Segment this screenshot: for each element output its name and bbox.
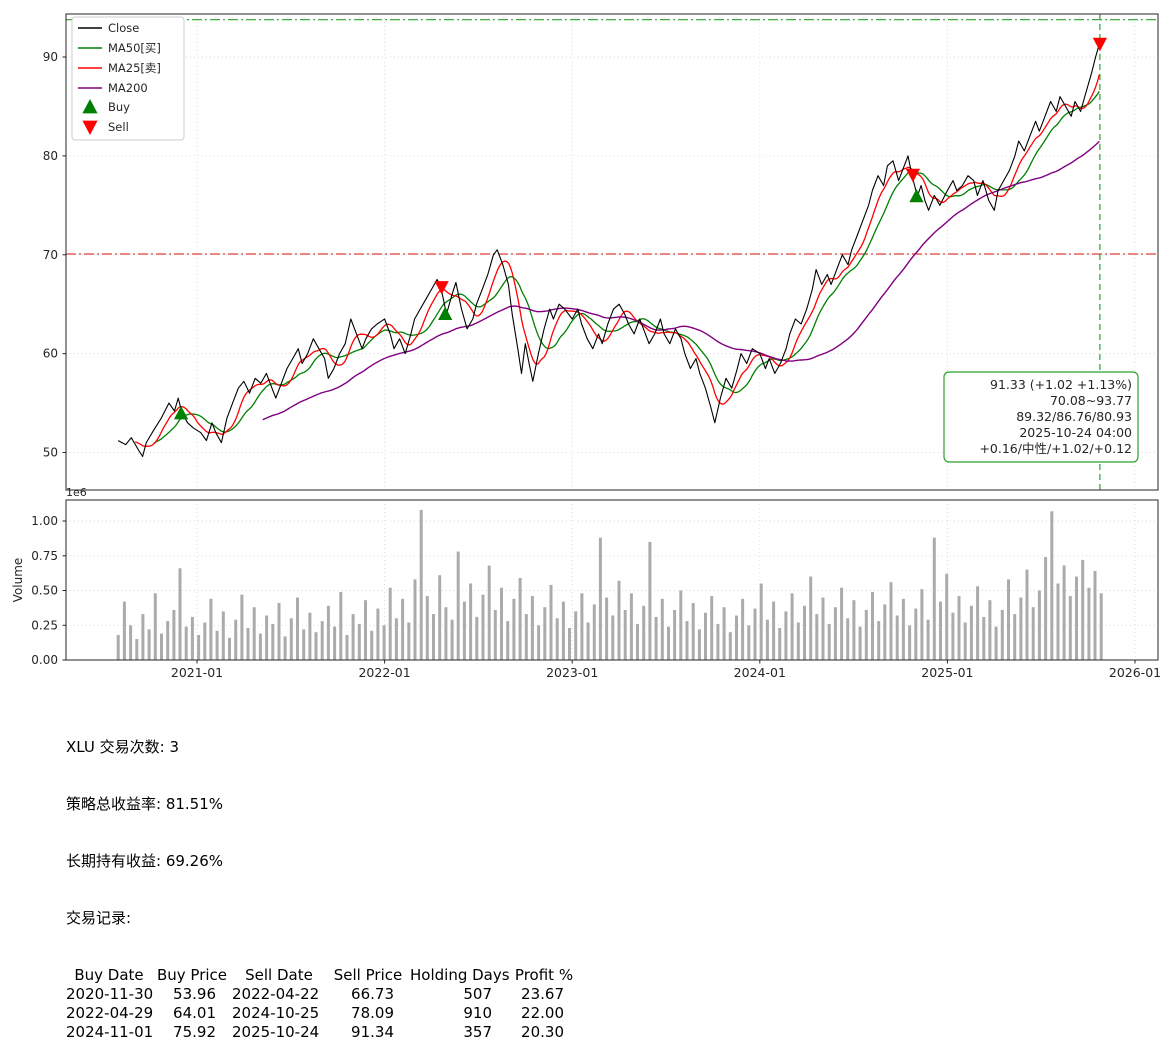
svg-text:80: 80 xyxy=(43,149,58,163)
trade-cell: 2022-04-22 xyxy=(232,985,320,1003)
trade-col-header: Buy Date xyxy=(74,966,144,984)
stats-line-trade-count: XLU 交易次数: 3 xyxy=(66,738,179,756)
volume-plot-border xyxy=(65,499,1159,661)
svg-text:MA50[买]: MA50[买] xyxy=(108,41,161,55)
trade-col-header: Profit % xyxy=(514,966,574,984)
trade-cell: 2022-04-29 xyxy=(66,1004,154,1022)
trades-table: Buy Date Buy Price Sell Date Sell Price Hold… xyxy=(66,966,580,1042)
svg-text:2025-10-24 04:00: 2025-10-24 04:00 xyxy=(1019,425,1132,440)
trade-cell: 2024-10-25 xyxy=(232,1004,320,1022)
svg-text:Sell: Sell xyxy=(108,120,129,134)
buy-marker xyxy=(909,188,924,203)
trade-cell: 22.00 xyxy=(521,1004,564,1022)
svg-text:0.00: 0.00 xyxy=(31,653,58,667)
trade-cell: 53.96 xyxy=(173,985,216,1003)
trade-cell: 91.34 xyxy=(351,1023,394,1041)
legend: Close MA50[买] MA25[卖] MA200 Buy Sell xyxy=(71,16,185,141)
trade-cell: 64.01 xyxy=(173,1004,216,1022)
trade-col-header: Buy Price xyxy=(156,966,228,984)
svg-text:70.08~93.77: 70.08~93.77 xyxy=(1050,393,1132,408)
buy-marker xyxy=(438,306,453,320)
svg-text:Buy: Buy xyxy=(108,100,130,114)
trade-cell: 2024-11-01 xyxy=(66,1023,154,1041)
axis-labels: 50 60 70 80 90 0.00 0.25 0.50 0.75 1.00 2021-01 202… xyxy=(11,50,1161,680)
svg-text:MA25[卖]: MA25[卖] xyxy=(108,61,161,75)
chart-svg: 50 60 70 80 90 0.00 0.25 0.50 0.75 1.00 2021-01 202… xyxy=(11,13,1161,680)
svg-text:2025-01: 2025-01 xyxy=(921,665,973,680)
ma200-line xyxy=(262,140,1100,421)
trade-cell: 78.09 xyxy=(351,1004,394,1022)
trade-cell: 23.67 xyxy=(521,985,564,1003)
close-line xyxy=(117,43,1100,458)
svg-text:89.32/86.76/80.93: 89.32/86.76/80.93 xyxy=(1016,409,1132,424)
trade-cell: 357 xyxy=(463,1023,492,1041)
price-volume-chart: 50 60 70 80 90 0.00 0.25 0.50 0.75 1.00 2021-01 202… xyxy=(11,13,1161,680)
trade-cell: 75.92 xyxy=(173,1023,216,1041)
svg-text:1.00: 1.00 xyxy=(31,514,58,528)
trade-col-header: Sell Price xyxy=(333,966,403,984)
trade-cell: 66.73 xyxy=(351,985,394,1003)
volume-axis-label: Volume xyxy=(11,558,25,603)
svg-text:60: 60 xyxy=(43,347,58,361)
svg-text:2022-01: 2022-01 xyxy=(358,665,410,680)
svg-text:70: 70 xyxy=(43,248,58,262)
svg-text:Close: Close xyxy=(108,21,139,35)
trade-cell: 20.30 xyxy=(521,1023,564,1041)
svg-text:90: 90 xyxy=(43,50,58,64)
ma25-line xyxy=(134,74,1101,447)
volume-bars xyxy=(116,509,1103,661)
trade-cell: 2020-11-30 xyxy=(66,985,154,1003)
trade-markers xyxy=(173,37,1108,420)
sell-marker xyxy=(1092,37,1108,52)
stats-line-strategy-return: 策略总收益率: 81.51% xyxy=(66,795,224,813)
svg-text:0.50: 0.50 xyxy=(31,584,58,598)
stats-line-trade-records: 交易记录: xyxy=(66,909,132,927)
sell-marker xyxy=(905,168,921,183)
trade-cell: 910 xyxy=(463,1004,492,1022)
page: { "chart_data": { "type": "line", "title… xyxy=(11,13,1162,1041)
sell-marker xyxy=(434,281,449,295)
svg-text:91.33 (+1.02 +1.13%): 91.33 (+1.02 +1.13%) xyxy=(990,377,1132,392)
svg-text:+0.16/中性/+1.02/+0.12: +0.16/中性/+1.02/+0.12 xyxy=(979,441,1132,456)
stats-block: XLU 交易次数: 3 策略总收益率: 81.51% 长期持有收益: 69.26… xyxy=(66,700,580,1061)
svg-text:2021-01: 2021-01 xyxy=(171,665,223,680)
quote-annotation: 91.33 (+1.02 +1.13%)70.08~93.7789.32/86.… xyxy=(943,371,1139,463)
buy-marker xyxy=(173,405,189,420)
trade-cell: 2025-10-24 xyxy=(232,1023,320,1041)
price-plot-border xyxy=(65,13,1159,491)
trade-cell: 507 xyxy=(463,985,492,1003)
svg-text:2024-01: 2024-01 xyxy=(734,665,786,680)
trade-col-header: Holding Days xyxy=(410,966,510,984)
trade-col-header: Sell Date xyxy=(245,966,313,984)
svg-text:50: 50 xyxy=(43,446,58,460)
svg-text:0.25: 0.25 xyxy=(31,618,58,632)
svg-text:1e6: 1e6 xyxy=(66,486,87,499)
svg-text:MA200: MA200 xyxy=(108,81,148,95)
svg-text:2023-01: 2023-01 xyxy=(546,665,598,680)
svg-text:2026-01: 2026-01 xyxy=(1109,665,1161,680)
svg-text:0.75: 0.75 xyxy=(31,549,58,563)
ma50-line xyxy=(153,91,1100,444)
stats-line-hold-return: 长期持有收益: 69.26% xyxy=(66,852,224,870)
